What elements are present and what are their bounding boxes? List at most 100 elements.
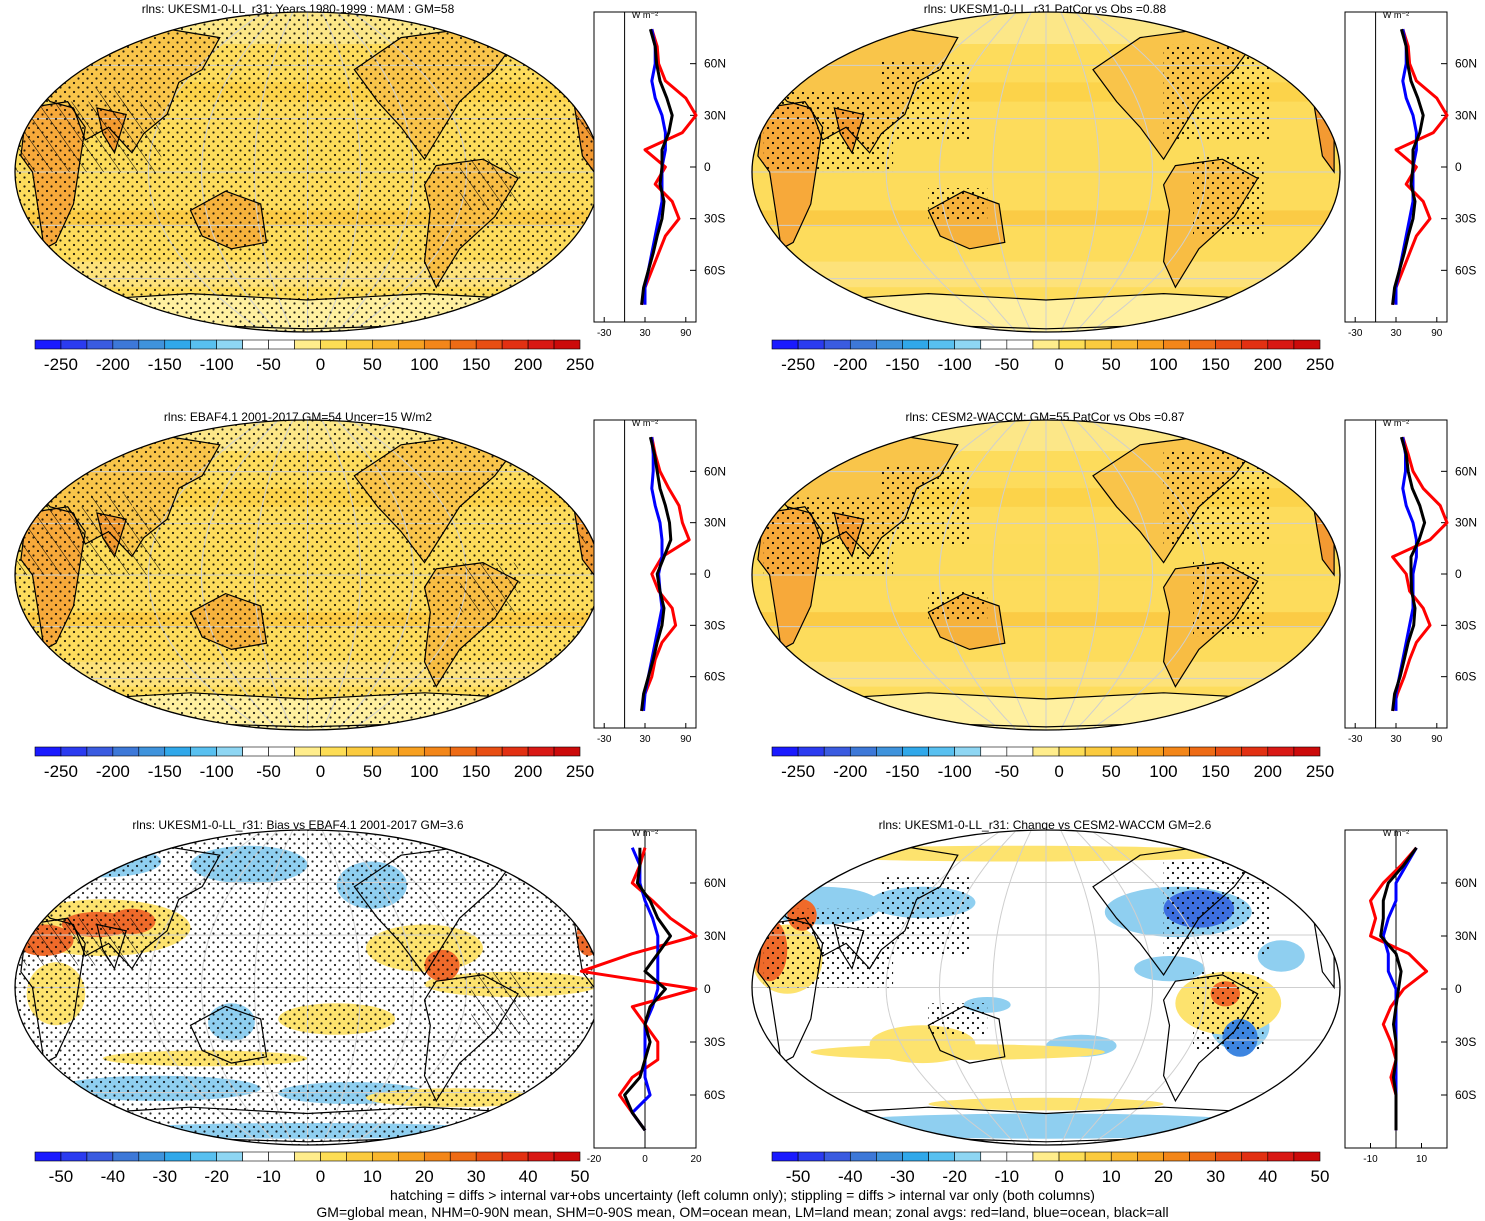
colorbar-label: 100: [1149, 762, 1177, 781]
colorbar-swatch: [1293, 746, 1321, 757]
colorbar-label: 50: [571, 1167, 590, 1186]
zonal-unit: W m⁻²: [1383, 418, 1409, 428]
colorbar-label: -150: [885, 762, 919, 781]
colorbar-swatch: [823, 339, 851, 350]
map-border: [751, 829, 1341, 1146]
colorbar-swatch: [1241, 339, 1269, 350]
colorbar-swatch: [320, 746, 347, 757]
colorbar-swatch: [1189, 746, 1216, 757]
colorbar-label: -10: [995, 1167, 1020, 1186]
lat-tick-label: 0: [704, 567, 711, 581]
colorbar-swatch: [398, 746, 425, 757]
coastline-africa: [757, 100, 824, 250]
stipple-overlay: [1163, 44, 1270, 140]
zonal-x-tick-label: 90: [1431, 734, 1443, 745]
colorbar-swatch: [876, 746, 903, 757]
colorbar-swatch: [34, 746, 62, 757]
colorbar-swatch: [876, 339, 903, 350]
colorbar-swatch: [449, 1151, 477, 1162]
colorbar-swatch: [346, 339, 373, 350]
colorbar-swatch: [1215, 746, 1243, 757]
panel-6: rlns: UKESM1-0-LL_r31: Change vs CESM2-W…: [751, 818, 1477, 1186]
zonal-line-land: [640, 436, 691, 712]
zonal-unit: W m⁻²: [632, 10, 658, 20]
land-fill-greenland: [529, 28, 565, 64]
colorbar-label: -250: [781, 762, 815, 781]
colorbar-swatch: [980, 339, 1008, 350]
colorbar-swatch: [1032, 1151, 1060, 1162]
zonal-x-tick-label: 30: [639, 328, 651, 339]
colorbar-label: 0: [1054, 762, 1063, 781]
colorbar-swatch: [553, 339, 581, 350]
zonal-line-all: [1391, 436, 1427, 712]
colorbar-swatch: [423, 339, 451, 350]
coastline-india: [833, 923, 865, 971]
colorbar-swatch: [1163, 339, 1190, 350]
zonal-frame: [1344, 419, 1448, 729]
graticule-lon: [1075, 830, 1154, 1145]
colorbar-label: -200: [96, 762, 130, 781]
zonal-unit: W m⁻²: [632, 418, 658, 428]
zonal-x-tick-label: 10: [1416, 1154, 1428, 1165]
panel-title: rlns: UKESM1-0-LL_r31: Years 1980-1999 :…: [142, 2, 455, 16]
colorbar-swatch: [268, 339, 295, 350]
colorbar-swatch: [372, 1151, 399, 1162]
colorbar-swatch: [1241, 746, 1269, 757]
stipple-overlay: [1193, 156, 1264, 236]
colorbar-swatch: [771, 746, 799, 757]
footer: hatching = diffs > internal var+obs unce…: [0, 1187, 1485, 1221]
stipple-overlay: [928, 1003, 988, 1035]
zonal-line-all: [1391, 28, 1425, 305]
lat-tick-label: 30S: [704, 212, 725, 226]
colorbar-swatch: [980, 1151, 1008, 1162]
lat-tick-label: 30N: [704, 516, 726, 530]
colorbar-swatch: [1267, 1151, 1295, 1162]
colorbar-swatch: [1006, 1151, 1034, 1162]
hatch-overlay: [15, 101, 162, 172]
colorbar-swatch: [1163, 746, 1190, 757]
graticule-lon: [1060, 12, 1100, 332]
graticule-lon: [1060, 420, 1100, 730]
colorbar-swatch: [928, 339, 955, 350]
colorbar-label: -250: [44, 762, 78, 781]
coastline-india: [833, 512, 865, 558]
lat-tick-label: 30S: [704, 1035, 725, 1049]
zonal-line-land: [640, 28, 698, 306]
colorbar-swatch: [1110, 339, 1138, 350]
coastline-india: [96, 923, 127, 971]
colorbar-label: -50: [49, 1167, 74, 1186]
lat-tick-label: 0: [1455, 567, 1462, 581]
colorbar-label: 0: [316, 762, 325, 781]
colorbar-label: 50: [363, 355, 382, 374]
colorbar-label: 150: [462, 355, 490, 374]
colorbar-swatch: [501, 1151, 529, 1162]
hatch-overlay: [91, 88, 132, 121]
colorbar-label: -100: [938, 762, 972, 781]
map-field: [15, 12, 600, 332]
lat-tick-label: 0: [1455, 160, 1462, 174]
colorbar-swatch: [216, 746, 243, 757]
graticule-lon: [938, 420, 1017, 730]
coastline-greenland: [528, 27, 566, 64]
colorbar-swatch: [60, 339, 88, 350]
lat-tick-label: 30N: [1455, 108, 1477, 122]
panel-3: rlns: EBAF4.1 2001-2017 GM=54 Uncer=15 W…: [14, 410, 726, 781]
land-fill-greenland: [1269, 28, 1305, 64]
colorbar-swatch: [138, 1151, 166, 1162]
colorbar-swatch: [527, 746, 555, 757]
graticule-lon: [992, 12, 1032, 332]
colorbar-label: 150: [1201, 762, 1229, 781]
zonal-frame: [1344, 11, 1448, 323]
colorbar-swatch: [1006, 746, 1034, 757]
panel-title: rlns: CESM2-WACCM: GM=55 PatCor vs Obs =…: [906, 410, 1185, 424]
coastline-samerica: [423, 158, 519, 289]
colorbar-swatch: [902, 746, 929, 757]
colorbar-label: -200: [833, 355, 867, 374]
colorbar-swatch: [1137, 1151, 1164, 1162]
colorbar-swatch: [1058, 1151, 1086, 1162]
zonal-x-tick-label: -20: [587, 1154, 602, 1165]
colorbar-swatch: [164, 1151, 192, 1162]
colorbar-swatch: [60, 746, 88, 757]
zonal-frame: [593, 11, 697, 323]
stipple-overlay: [1193, 971, 1264, 1051]
